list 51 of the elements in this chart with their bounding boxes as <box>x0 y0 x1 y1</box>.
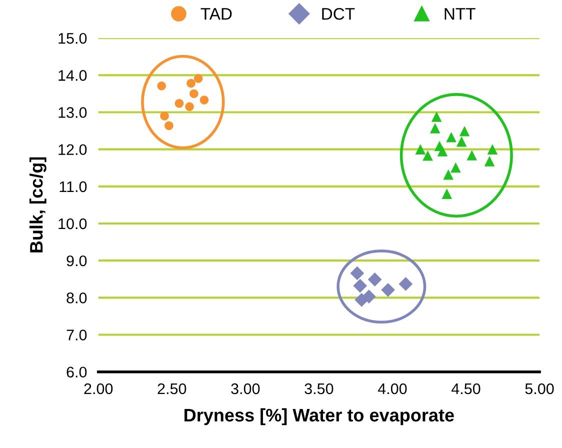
point <box>456 136 467 147</box>
y-tick-label: 13.0 <box>58 107 87 118</box>
x-tick-label: 3.00 <box>231 383 260 394</box>
y-tick-label: 9.0 <box>66 255 87 266</box>
point <box>164 121 174 130</box>
y-tick-label: 12.0 <box>58 144 87 156</box>
point <box>353 278 368 293</box>
point <box>446 132 456 142</box>
x-tick-label: 2.50 <box>158 383 186 394</box>
point <box>368 272 382 286</box>
point <box>185 102 194 112</box>
x-tick-label: 2.00 <box>84 383 113 394</box>
point <box>160 112 169 120</box>
x-tick-label: 3.50 <box>304 383 334 394</box>
y-tick-label: 7.0 <box>66 330 87 340</box>
legend-label: DCT <box>322 8 355 20</box>
point <box>190 89 198 98</box>
x-axis-title: Dryness [%] Water to evaporate <box>184 408 454 426</box>
point <box>157 82 166 90</box>
point <box>431 112 442 122</box>
point <box>381 282 395 297</box>
point <box>459 126 470 136</box>
point <box>450 162 461 173</box>
point <box>186 78 196 88</box>
point <box>487 144 498 154</box>
point <box>200 96 209 104</box>
y-axis-title: Bulk, [cc/g] <box>29 157 46 252</box>
legend-label: NTT <box>444 8 476 20</box>
point <box>443 169 454 180</box>
y-tick-label: 10.0 <box>58 218 87 230</box>
legend-label: TAD <box>200 8 232 20</box>
point <box>415 144 426 154</box>
point <box>430 123 440 134</box>
point <box>194 74 203 83</box>
point <box>174 98 184 108</box>
x-tick-label: 4.50 <box>451 383 480 394</box>
y-tick-label: 15.0 <box>58 32 87 44</box>
y-tick-label: 8.0 <box>66 292 87 304</box>
y-tick-label: 14.0 <box>58 70 87 81</box>
x-tick-label: 5.00 <box>525 383 554 394</box>
y-tick-label: 6.0 <box>66 366 87 378</box>
point <box>484 156 495 166</box>
point <box>350 266 364 280</box>
point <box>354 292 369 307</box>
x-tick-label: 4.00 <box>378 383 407 394</box>
point <box>398 277 413 291</box>
point <box>442 188 452 199</box>
y-tick-label: 11.0 <box>60 181 87 192</box>
point <box>466 150 478 160</box>
point <box>437 146 448 156</box>
point <box>422 150 433 161</box>
